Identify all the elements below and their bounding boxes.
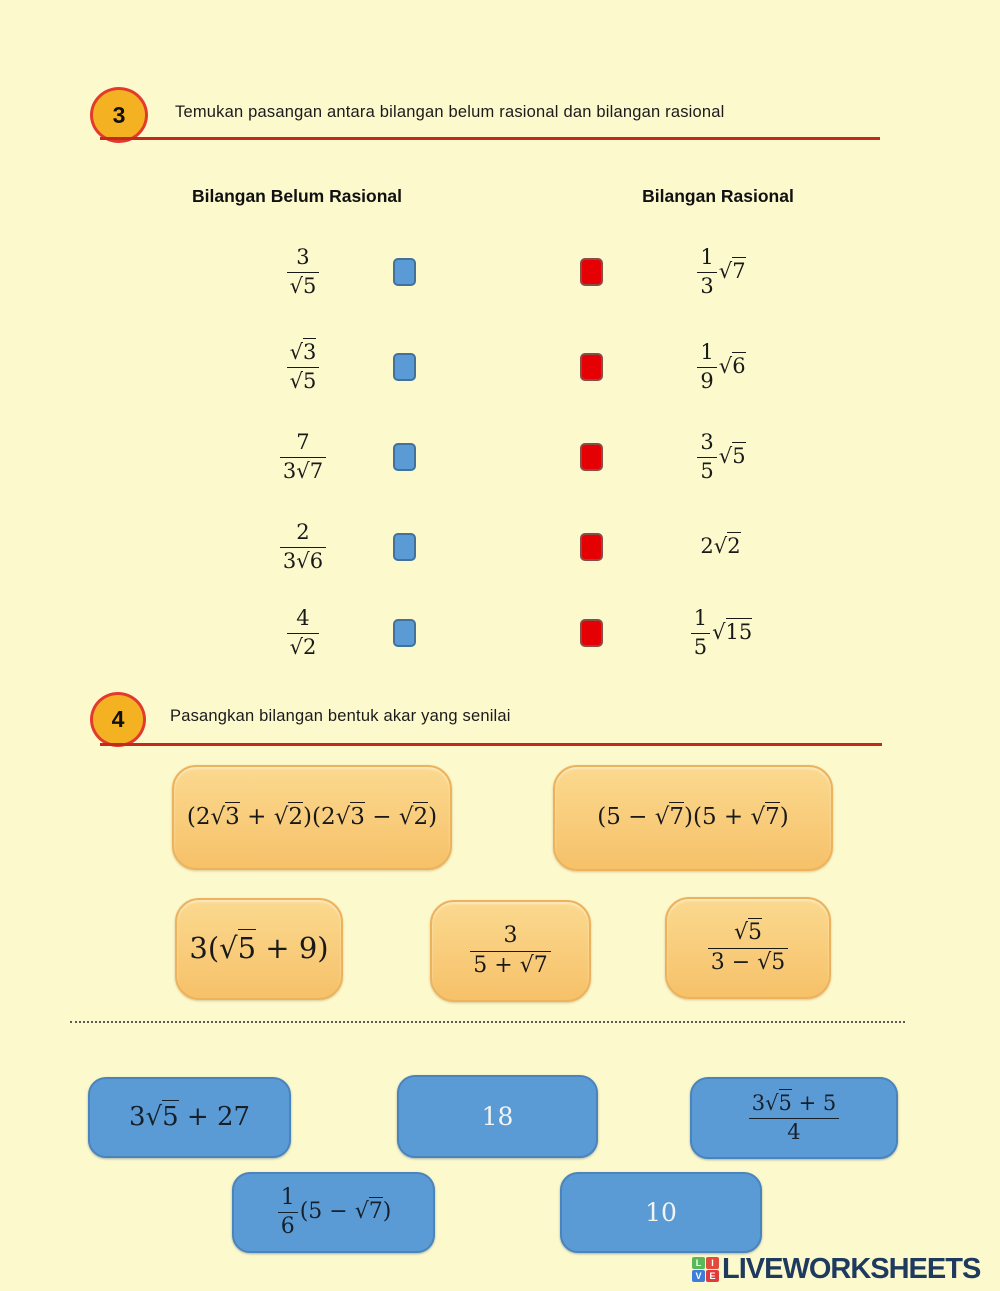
question-3-badge: 3: [90, 87, 148, 143]
answer-card[interactable]: 3 √5 + 27: [88, 1077, 291, 1158]
left-select-checkbox[interactable]: [393, 619, 416, 647]
left-select-checkbox[interactable]: [393, 258, 416, 286]
question-3-divider: [100, 137, 880, 140]
right-select-checkbox[interactable]: [580, 258, 603, 286]
left-column-header: Bilangan Belum Rasional: [191, 186, 403, 206]
right-column-header: Bilangan Rasional: [642, 186, 794, 206]
match-row: 3 √5 1 3 √7: [0, 227, 1000, 317]
right-select-checkbox[interactable]: [580, 443, 603, 471]
match-row: 2 3√6 2 √2: [0, 502, 1000, 592]
unrational-expression: √3 √5: [233, 322, 373, 412]
rational-expression: 1 9 √6: [633, 322, 808, 412]
right-select-checkbox[interactable]: [580, 533, 603, 561]
right-select-checkbox[interactable]: [580, 353, 603, 381]
answer-card[interactable]: 1 6 (5 − √7): [232, 1172, 435, 1253]
expression-card[interactable]: (2 √3 + √2)(2 √3 − √2): [172, 765, 452, 870]
expression-card[interactable]: 3(√5 + 9): [175, 898, 343, 1000]
question-4-badge: 4: [90, 692, 146, 747]
unrational-expression: 4 √2: [233, 588, 373, 678]
right-select-checkbox[interactable]: [580, 619, 603, 647]
match-row: √3 √5 1 9 √6: [0, 322, 1000, 412]
left-select-checkbox[interactable]: [393, 443, 416, 471]
logo-tile-3: E: [706, 1270, 719, 1282]
question-4-divider: [100, 743, 882, 746]
logo-tile-0: L: [692, 1257, 705, 1269]
answer-card[interactable]: 18: [397, 1075, 598, 1158]
expression-card[interactable]: (5 − √7)(5 + √7): [553, 765, 833, 871]
unrational-expression: 7 3√7: [233, 412, 373, 502]
unrational-expression: 2 3√6: [233, 502, 373, 592]
question-4-title: Pasangkan bilangan bentuk akar yang seni…: [170, 707, 511, 725]
match-row: 7 3√7 3 5 √5: [0, 412, 1000, 502]
question-3-title: Temukan pasangan antara bilangan belum r…: [175, 103, 725, 121]
liveworksheets-logo-icon: L I V E: [692, 1257, 719, 1282]
logo-tile-2: V: [692, 1270, 705, 1282]
logo-tile-1: I: [706, 1257, 719, 1269]
rational-expression: 3 5 √5: [633, 412, 808, 502]
answer-card[interactable]: 10: [560, 1172, 762, 1253]
rational-expression: 2 √2: [700, 532, 741, 559]
question-3-number: 3: [112, 101, 126, 128]
left-select-checkbox[interactable]: [393, 533, 416, 561]
match-row: 4 √2 1 5 √15: [0, 588, 1000, 678]
question-4-number: 4: [111, 706, 125, 732]
rational-expression: 1 3 √7: [633, 227, 808, 317]
unrational-expression: 3 √5: [233, 227, 373, 317]
dashed-separator: [70, 1021, 905, 1023]
liveworksheets-logo: L I V E LIVEWORKSHEETS: [692, 1253, 981, 1286]
left-select-checkbox[interactable]: [393, 353, 416, 381]
rational-expression: 1 5 √15: [633, 588, 808, 678]
logo-wordmark: LIVEWORKSHEETS: [722, 1253, 981, 1285]
expression-card[interactable]: √5 3 − √5: [665, 897, 831, 999]
